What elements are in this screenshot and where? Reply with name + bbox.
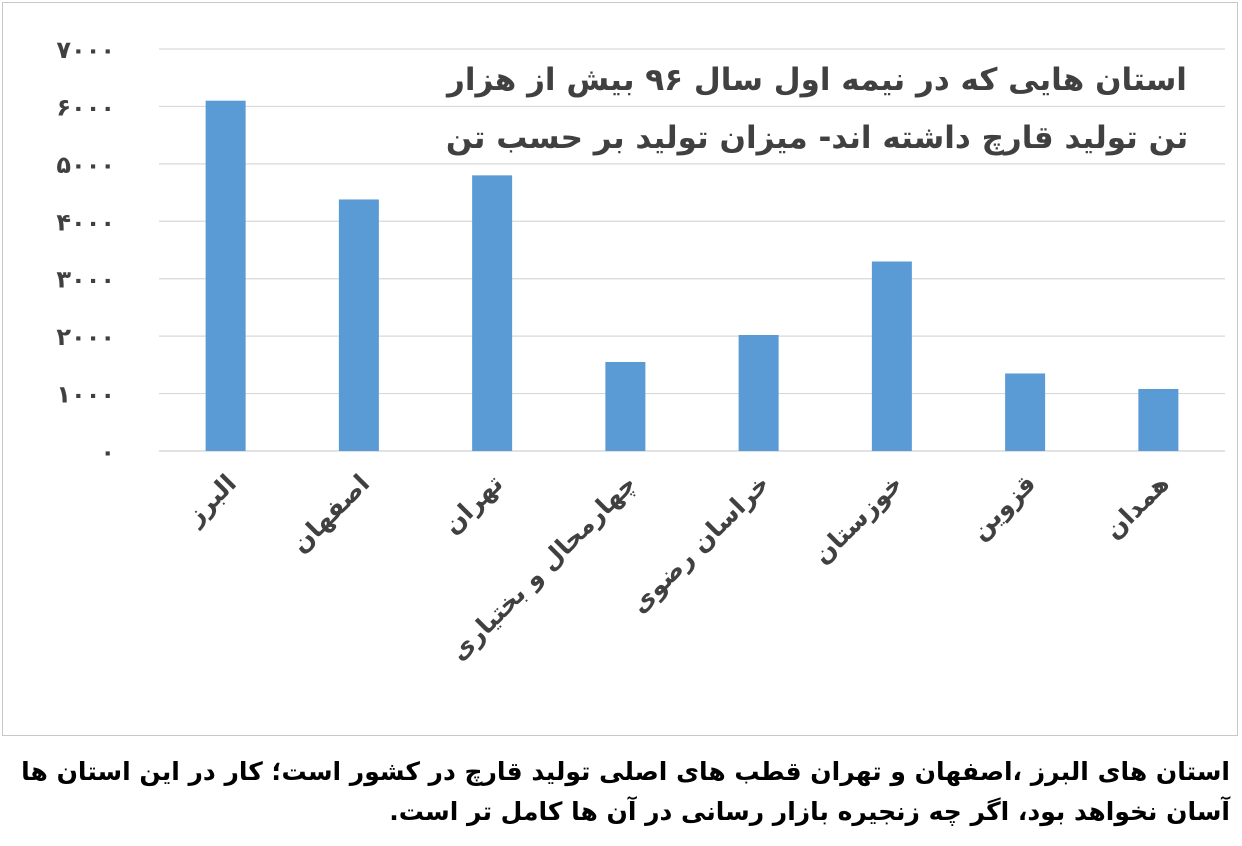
x-tick-label: خراسان رضوی	[625, 469, 776, 620]
x-tick-label: خوزستان	[807, 469, 909, 571]
x-tick-label: تهران	[437, 469, 509, 541]
x-tick-label: البرز	[179, 469, 243, 533]
x-tick-label: قزوین	[965, 469, 1042, 546]
bar	[1005, 373, 1046, 451]
caption-text: استان های البرز ،اصفهان و تهران قطب های …	[21, 757, 1230, 826]
y-tick-label: ۶۰۰۰	[56, 93, 115, 121]
y-tick-label: ۳۰۰۰	[56, 266, 115, 294]
bar	[1138, 388, 1179, 451]
y-tick-label: ۵۰۰۰	[56, 151, 115, 179]
bar	[738, 334, 779, 451]
bar	[205, 100, 246, 451]
y-tick-label: ۰	[100, 438, 115, 466]
bar	[338, 199, 379, 451]
bar-chart: ۰ ۱۰۰۰ ۲۰۰۰ ۳۰۰۰ ۴۰۰۰ ۵۰۰۰ ۶۰۰۰ ۷۰۰۰ البرز اصفهان…	[56, 36, 1225, 667]
bar	[871, 261, 912, 451]
y-tick-label: ۷۰۰۰	[56, 36, 115, 64]
chart-frame: ۰ ۱۰۰۰ ۲۰۰۰ ۳۰۰۰ ۴۰۰۰ ۵۰۰۰ ۶۰۰۰ ۷۰۰۰ البرز اصفهان…	[2, 2, 1238, 736]
y-tick-label: ۱۰۰۰	[56, 381, 115, 409]
y-tick-label: ۲۰۰۰	[56, 323, 115, 351]
chart-title: استان هایی که در نیمه اول سال ۹۶ بیش از …	[445, 62, 1189, 156]
y-tick-label: ۴۰۰۰	[56, 208, 115, 236]
bar	[472, 175, 513, 452]
x-tick-label: همدان	[1099, 469, 1175, 545]
bar	[605, 361, 646, 451]
x-tick-label: اصفهان	[285, 469, 375, 559]
